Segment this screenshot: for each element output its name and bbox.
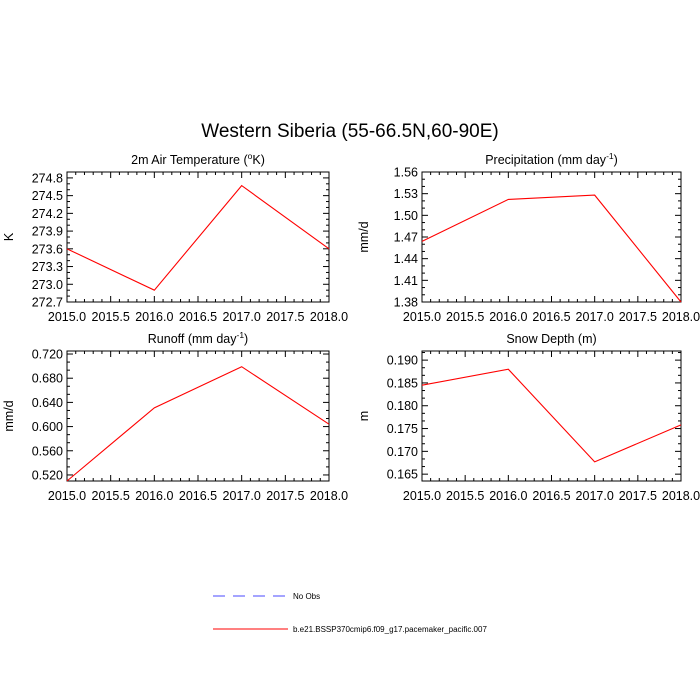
x-tick-label: 2016.5	[532, 489, 570, 503]
y-tick-label: 273.6	[32, 242, 63, 256]
y-tick-label: 1.47	[394, 231, 418, 245]
series-line-model	[66, 366, 330, 482]
y-tick-label: 274.8	[32, 171, 63, 185]
y-tick-label: 0.185	[387, 376, 418, 390]
y-tick-label: 1.44	[394, 252, 418, 266]
figure-title: Western Siberia (55-66.5N,60-90E)	[201, 121, 498, 142]
y-tick-label: 1.53	[394, 187, 418, 201]
y-tick-label: 274.2	[32, 207, 63, 221]
x-tick-label: 2018.0	[310, 489, 348, 503]
x-tick-label: 2017.0	[576, 310, 614, 324]
plot-frame	[66, 171, 330, 303]
panel-title: 2m Air Temperature (oK)	[131, 151, 265, 167]
x-tick-label: 2016.0	[489, 310, 527, 324]
y-tick-label: 0.720	[32, 348, 63, 362]
y-tick-label: 0.560	[32, 444, 63, 458]
chart-panel-3: Runoff (mm day-1) mm/d 2015.0 2015.5 2016.0 2…	[2, 330, 348, 503]
y-tick-label: 1.41	[394, 274, 418, 288]
x-tick-label: 2015.5	[446, 310, 484, 324]
y-tick-label: 1.56	[394, 166, 418, 180]
y-tick-label: 1.38	[394, 296, 418, 310]
chart-panel-2: Precipitation (mm day-1) mm/d 2015.0 2015.5…	[357, 151, 700, 324]
legend-label-obs: No Obs	[293, 592, 320, 601]
y-tick-label: 0.175	[387, 422, 418, 436]
chart-panel-4: Snow Depth (m) m 2015.0 2015.5 2016.0 2016.5 2…	[357, 332, 700, 503]
y-tick-label: 0.640	[32, 396, 63, 410]
y-tick-label: 0.680	[32, 372, 63, 386]
panels: 2m Air Temperature (oK) K 2015.0 2015.5 2016…	[2, 151, 700, 503]
panel-title: Precipitation (mm day-1)	[485, 151, 618, 167]
y-axis-label: m	[357, 411, 371, 421]
y-tick-label: 274.5	[32, 189, 63, 203]
x-tick-label: 2017.5	[619, 310, 657, 324]
y-tick-label: 0.190	[387, 354, 418, 368]
y-tick-label: 0.165	[387, 468, 418, 482]
x-tick-label: 2018.0	[662, 489, 700, 503]
series-line-model	[421, 368, 682, 463]
x-tick-label: 2017.5	[619, 489, 657, 503]
y-axis-label: K	[2, 232, 16, 241]
y-tick-label: 272.7	[32, 296, 63, 310]
plot-frame	[421, 171, 682, 303]
series-line-model	[66, 184, 330, 291]
x-tick-label: 2015.0	[48, 489, 86, 503]
x-tick-label: 2017.5	[266, 489, 304, 503]
x-tick-label: 2016.5	[532, 310, 570, 324]
y-tick-label: 0.600	[32, 420, 63, 434]
chart-panel-1: 2m Air Temperature (oK) K 2015.0 2015.5 2016…	[2, 151, 348, 324]
x-tick-label: 2017.0	[576, 489, 614, 503]
x-tick-label: 2016.5	[179, 310, 217, 324]
x-tick-label: 2016.0	[489, 489, 527, 503]
x-tick-label: 2015.0	[403, 489, 441, 503]
x-tick-label: 2016.0	[135, 310, 173, 324]
x-tick-label: 2016.5	[179, 489, 217, 503]
y-tick-label: 1.50	[394, 209, 418, 223]
x-tick-label: 2018.0	[662, 310, 700, 324]
x-tick-label: 2015.5	[92, 489, 130, 503]
y-tick-label: 273.9	[32, 225, 63, 239]
panel-title: Runoff (mm day-1)	[148, 330, 248, 346]
x-tick-label: 2015.0	[48, 310, 86, 324]
x-tick-label: 2015.0	[403, 310, 441, 324]
x-tick-label: 2017.0	[223, 489, 261, 503]
panel-title: Snow Depth (m)	[506, 332, 596, 346]
legend-label-model: b.e21.BSSP370cmip6.f09_g17.pacemaker_pac…	[293, 625, 487, 634]
x-tick-label: 2016.0	[135, 489, 173, 503]
y-tick-label: 273.3	[32, 260, 63, 274]
x-tick-label: 2017.0	[223, 310, 261, 324]
series-line-model	[421, 194, 682, 303]
y-tick-label: 273.0	[32, 278, 63, 292]
y-tick-label: 0.170	[387, 445, 418, 459]
plot-frame	[66, 350, 330, 482]
x-tick-label: 2017.5	[266, 310, 304, 324]
x-tick-label: 2015.5	[446, 489, 484, 503]
y-axis-label: mm/d	[357, 221, 371, 252]
x-tick-label: 2018.0	[310, 310, 348, 324]
y-tick-label: 0.180	[387, 399, 418, 413]
x-tick-label: 2015.5	[92, 310, 130, 324]
legend: No Obs b.e21.BSSP370cmip6.f09_g17.pacema…	[213, 592, 487, 634]
y-axis-label: mm/d	[2, 400, 16, 431]
y-tick-label: 0.520	[32, 468, 63, 482]
